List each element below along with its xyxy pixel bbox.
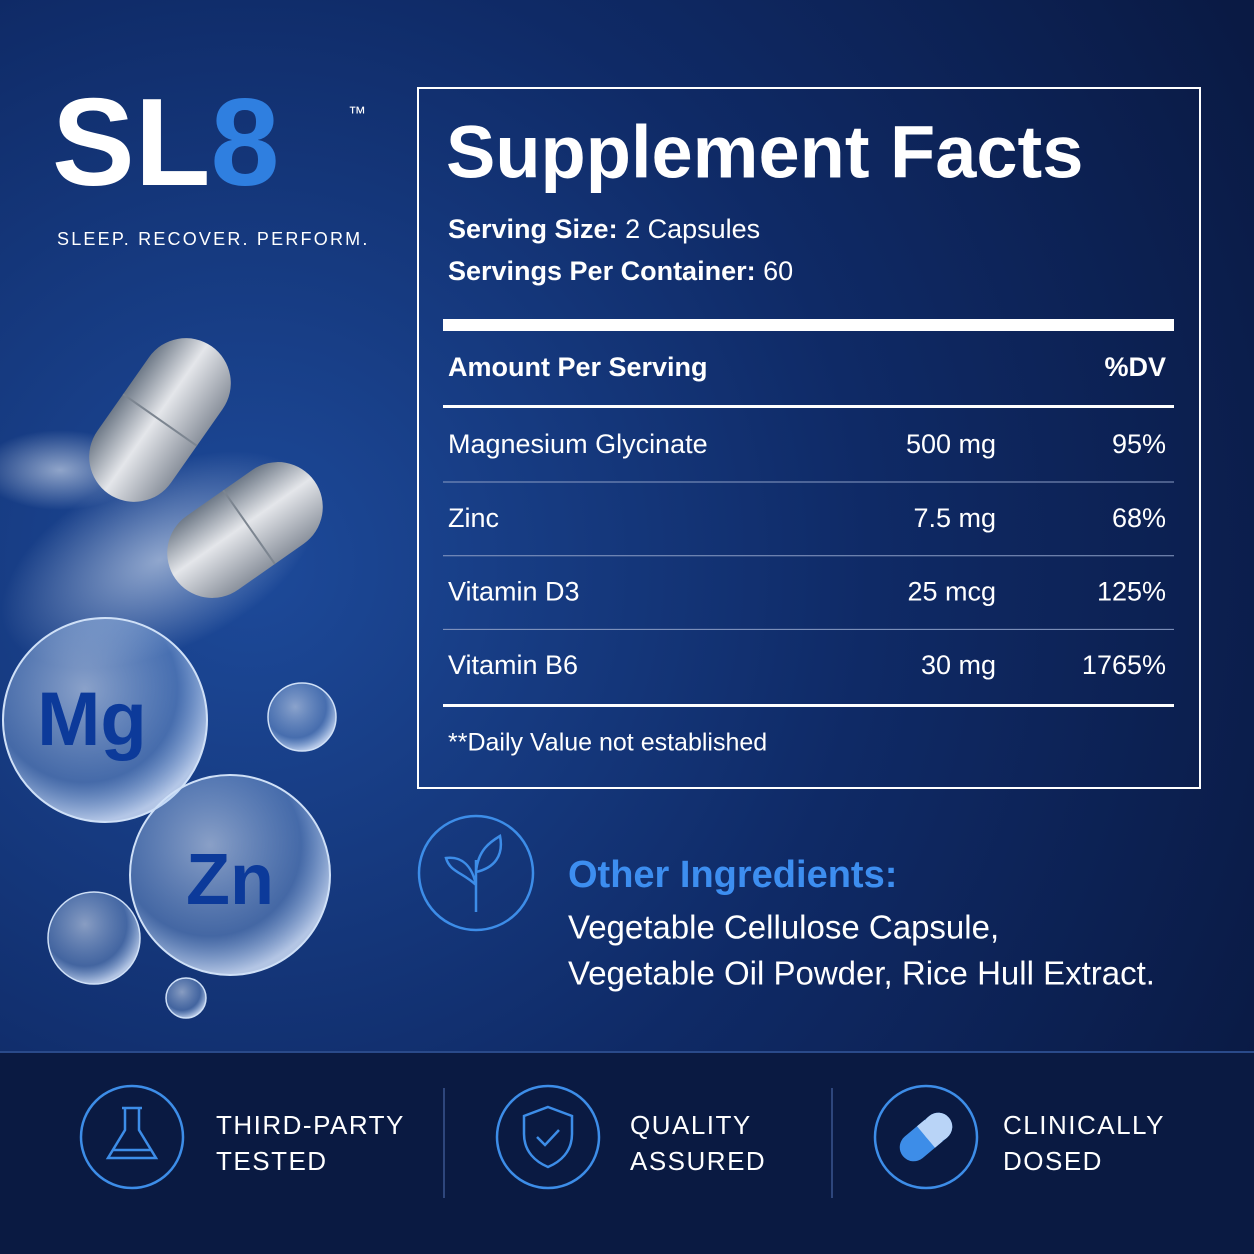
facts-title: Supplement Facts (446, 111, 1083, 194)
badge-text: DOSED (1003, 1146, 1103, 1176)
rule (443, 319, 1174, 331)
header: %DV (1104, 352, 1166, 382)
nutrient-name: Zinc (448, 503, 499, 533)
nutrient-amount: 30 mg (921, 650, 996, 680)
nutrient-dv: 125% (1097, 577, 1166, 607)
logo: SL8 (52, 74, 279, 212)
label: Serving Size: (448, 214, 618, 244)
other-line: Vegetable Cellulose Capsule, (568, 909, 999, 946)
logo-sl: SL (52, 74, 210, 212)
facts-rows: Magnesium Glycinate 500 mg 95% Zinc 7.5 mg 68… (443, 429, 1174, 680)
nutrient-dv: 95% (1112, 429, 1166, 459)
header: Amount Per Serving (448, 352, 708, 382)
flask-icon (79, 1084, 185, 1190)
nutrient-amount: 7.5 mg (913, 503, 996, 533)
badge-text: QUALITY (630, 1110, 752, 1140)
other-title: Other Ingredients: (568, 854, 897, 896)
nutrient-amount: 500 mg (906, 429, 996, 459)
nutrient-name: Vitamin D3 (448, 577, 580, 607)
facts-panel (417, 87, 1201, 789)
bubble-label: Mg (37, 677, 147, 762)
label: Servings Per Container: (448, 256, 756, 286)
capsule-icon (873, 1084, 979, 1190)
leaf-icon (417, 814, 535, 932)
nutrient-name: Vitamin B6 (448, 650, 578, 680)
value: 60 (763, 256, 793, 286)
value: 2 Capsules (625, 214, 760, 244)
nutrient-name: Magnesium Glycinate (448, 429, 708, 459)
shield-icon (495, 1084, 601, 1190)
rule (443, 704, 1174, 707)
rule (443, 405, 1174, 408)
trademark: ™ (348, 103, 366, 123)
tagline: SLEEP. RECOVER. PERFORM. (57, 229, 370, 249)
badge-text: CLINICALLY (1003, 1110, 1165, 1140)
bubble-label: Zn (186, 840, 274, 920)
illustration: Mg Zn (0, 338, 337, 1019)
badge-text: ASSURED (630, 1146, 766, 1176)
nutrient-dv: 1765% (1082, 650, 1166, 680)
footer-band (0, 1052, 1254, 1254)
servings: Servings Per Container: 60 (448, 256, 793, 286)
serving-size: Serving Size: 2 Capsules (448, 214, 760, 244)
other-line: Vegetable Oil Powder, Rice Hull Extract. (568, 955, 1155, 992)
nutrient-dv: 68% (1112, 503, 1166, 533)
logo-8: 8 (210, 74, 279, 212)
badge-text: THIRD-PARTY (216, 1110, 405, 1140)
badge-text: TESTED (216, 1146, 328, 1176)
nutrient-amount: 25 mcg (907, 577, 996, 607)
footnote: **Daily Value not established (448, 729, 767, 757)
